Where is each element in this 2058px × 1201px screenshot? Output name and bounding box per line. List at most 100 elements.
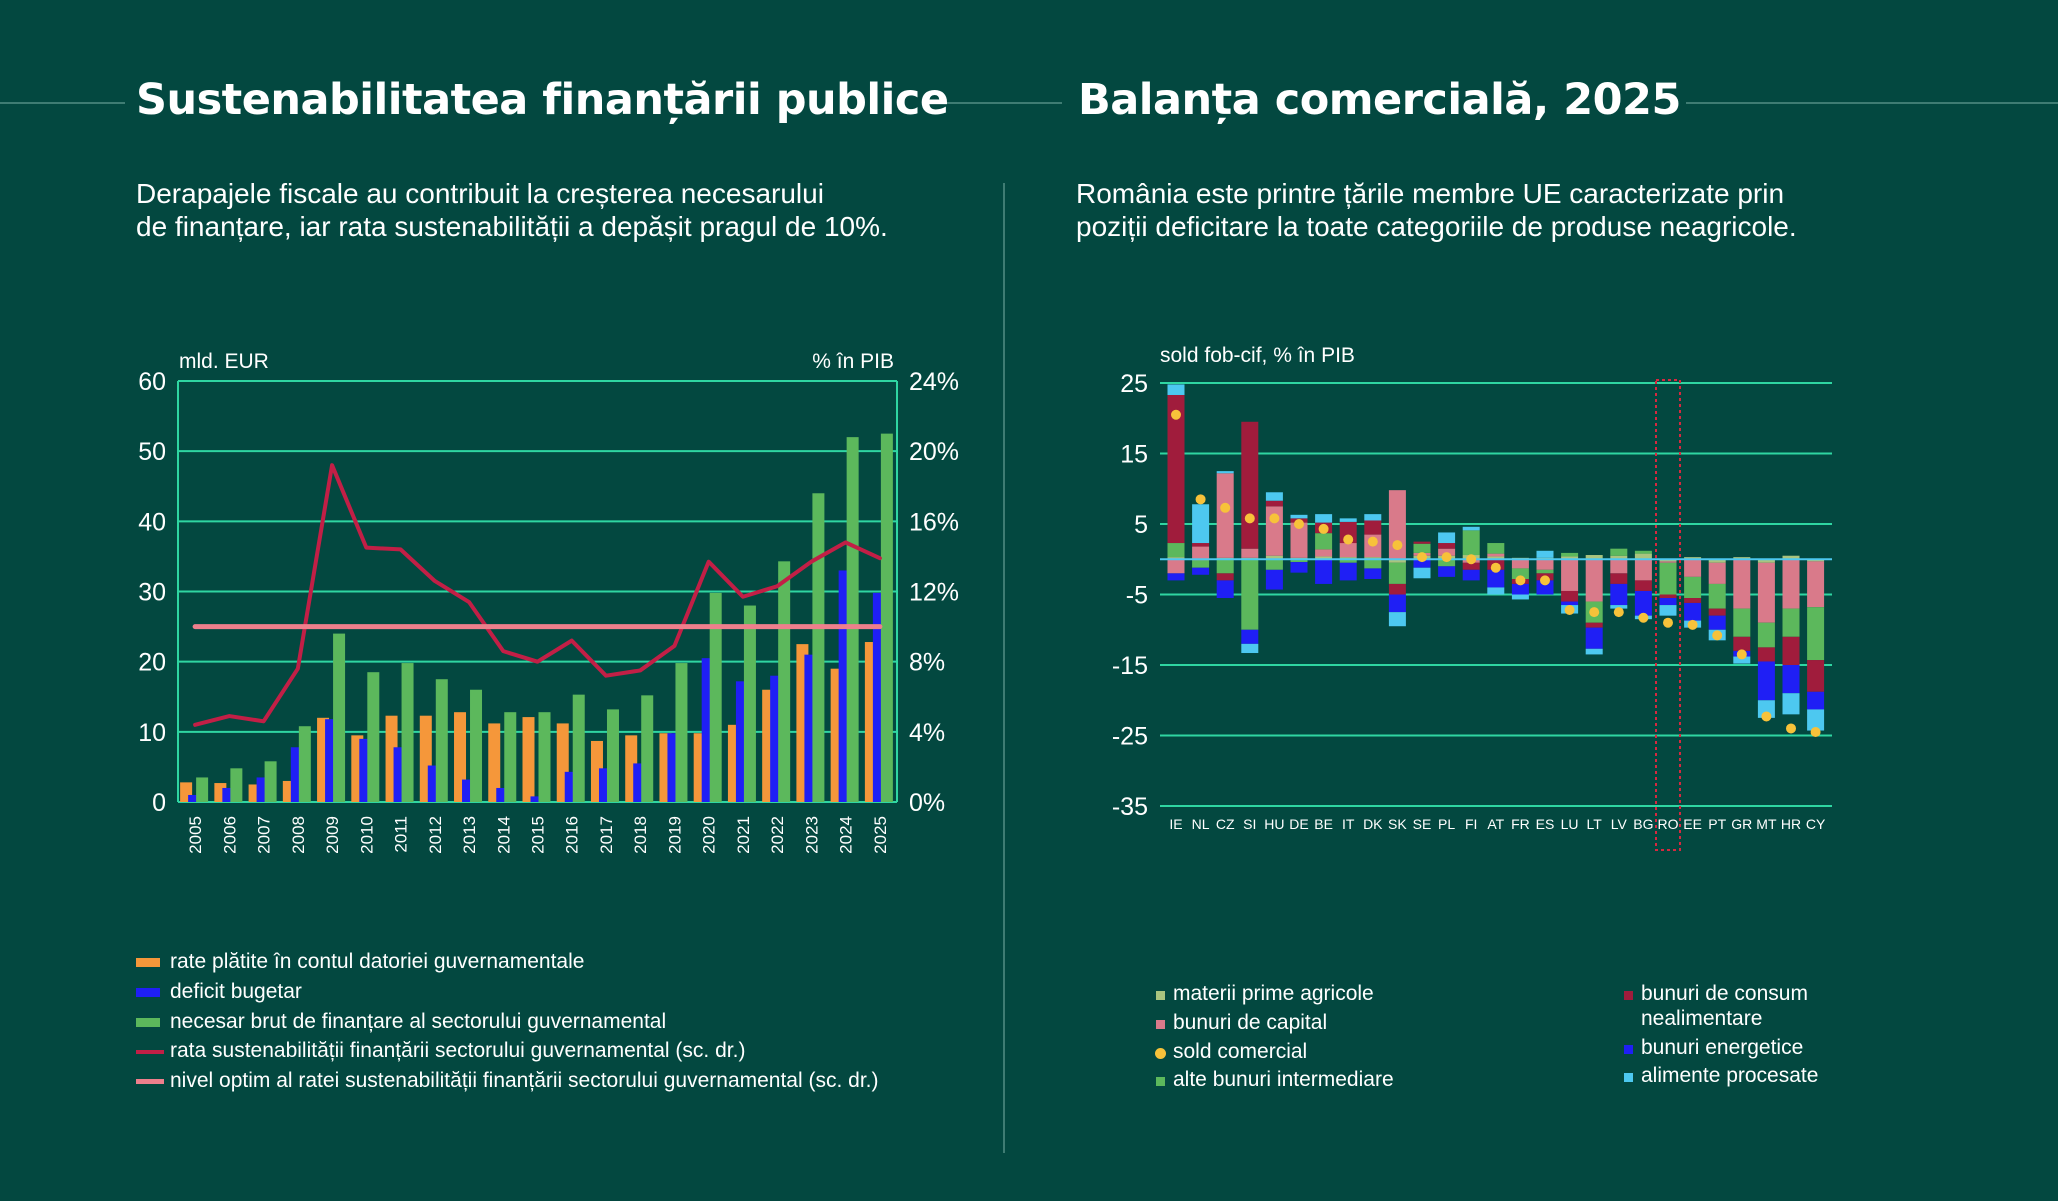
legend-swatch-orange [136,958,160,967]
x-tick-label: 2017 [597,816,616,854]
legend-swatch-dark-red [1624,991,1633,1000]
bar-segment [1339,518,1357,522]
bar-segment [1610,573,1628,584]
bar-segment [1733,557,1751,560]
bar-segment [1807,660,1825,692]
bar-segment [1167,394,1185,544]
bar-segment [1807,561,1825,608]
bar-segment [1757,647,1775,662]
bar-segment [1634,559,1652,581]
bar-segment [1807,559,1825,562]
y-right-tick-label: 12% [909,579,959,607]
y-tick-label: 5 [1134,511,1148,539]
bar-segment [1462,569,1480,581]
bar-segment [1536,580,1554,595]
bar-segment [1807,691,1825,710]
x-tick-label: 2023 [802,816,821,854]
y-tick-label: -25 [1112,723,1148,751]
bar [606,709,619,802]
bar-segment [1757,562,1775,623]
bar-segment [1364,568,1382,579]
bar-segment [1536,550,1554,558]
bar-segment [1192,543,1210,547]
legend-swatch-blue [136,988,160,997]
bar-segment [1290,514,1308,519]
legend-label: rata sustenabilității finanțării sectoru… [170,1039,746,1062]
legend-label: bunuri de consum [1641,982,1808,1005]
legend-dot-yellow [1155,1048,1166,1059]
bar-segment [1388,583,1406,595]
x-tick-label: 2013 [460,816,479,854]
bar-segment [1684,559,1702,577]
bar-segment [1536,569,1554,574]
y-tick-label: -15 [1112,652,1148,680]
x-tick-label: 2007 [255,816,274,854]
bar-segment [1659,562,1677,595]
bar-segment [1364,520,1382,535]
bar-segment [1265,569,1283,590]
bar-segment [1315,549,1333,557]
bar [846,437,859,802]
bar-segment [1315,514,1333,523]
bar-segment [1659,559,1677,562]
x-tick-label: 2021 [734,816,753,854]
bar-segment [1807,709,1825,731]
x-tick-label: BE [1314,816,1333,832]
trade-balance-dot [1195,494,1206,505]
bar-segment [1757,622,1775,648]
x-tick-label: HU [1264,816,1284,832]
bar [264,761,277,802]
bar-segment [1684,576,1702,599]
bar [538,712,551,802]
bar-segment [1634,550,1652,554]
y-tick-label: -5 [1126,582,1148,610]
bar-segment [1610,555,1628,560]
bar-segment [1315,556,1333,560]
trade-balance-chart: -35 -25 -15 -5 5 15 25 sold fob-cif, % în PIB IE… [1112,344,1832,851]
bar-segment [1413,567,1431,579]
bar-segment [1561,601,1579,606]
trade-balance-dot [1318,523,1329,534]
x-tick-label: 2012 [426,816,445,854]
bar-segment [1536,559,1554,570]
x-tick-label: PL [1438,816,1455,832]
bar-segment [1388,612,1406,627]
trade-balance-dot [1786,723,1796,734]
legend-label: bunuri de capital [1173,1011,1328,1034]
bar [522,717,535,802]
bar-segment [1585,627,1603,649]
x-tick-label: 2010 [357,816,376,854]
bar-segment [1462,526,1480,531]
x-tick-label: ES [1536,816,1555,832]
x-tick-label: IT [1342,816,1355,832]
trade-balance-dot [1392,540,1403,551]
bar-segment [1241,421,1259,549]
trade-balance-dot [1466,554,1477,565]
trade-balance-dot [1490,562,1501,573]
bar-segment [1782,555,1800,560]
left-legend: rate plătite în contul datoriei guvernam… [136,947,996,1107]
bar-segment [1585,559,1603,602]
bar-segment [1167,557,1185,560]
trade-balance-dot [1417,552,1427,563]
x-tick-label: EE [1683,816,1702,832]
right-legend: materii prime agricole bunuri de capital… [1154,979,1854,1099]
x-tick-label: SE [1413,816,1432,832]
bar-segment [1413,559,1431,568]
bar-segment [1192,546,1210,560]
bar-segment [1782,693,1800,715]
trade-balance-dot [1171,409,1181,420]
bar [401,663,414,802]
bar-segment [1364,559,1382,569]
legend-label: alte bunuri intermediare [1173,1068,1394,1091]
legend-swatch-blue [1624,1045,1633,1054]
bar-segment [1708,559,1726,563]
x-tick-label: RO [1658,816,1679,832]
y-tick-label: 60 [138,368,166,396]
legend-swatch-green [136,1018,160,1027]
bar-segment [1561,590,1579,602]
x-tick-label: 2020 [700,816,719,854]
bar-segment [1807,607,1825,661]
bar-segment [1782,608,1800,637]
right-subtitle-line-2: poziții deficitare la toate categoriile … [1076,211,1797,242]
